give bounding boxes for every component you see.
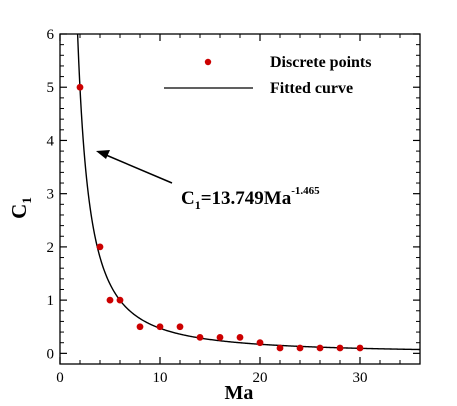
x-tick-label-3: 30 xyxy=(353,370,368,386)
legend-label-discrete: Discrete points xyxy=(270,54,371,71)
data-point-4 xyxy=(136,323,144,331)
data-point-11 xyxy=(276,344,284,352)
x-axis-title: Ma xyxy=(225,382,254,404)
y-tick-label-2: 2 xyxy=(47,240,55,256)
annotation-arrow-shaft xyxy=(105,154,173,184)
annotation-arrowhead xyxy=(96,150,110,159)
y-tick-label-0: 0 xyxy=(47,346,55,362)
data-point-9 xyxy=(236,333,244,341)
axes-layer: 0 10 20 30 0 1 2 3 4 5 6 xyxy=(47,27,421,386)
x-tick-label-1: 10 xyxy=(153,370,168,386)
data-point-10 xyxy=(256,339,264,347)
x-tick-label-0: 0 xyxy=(56,370,64,386)
data-point-7 xyxy=(196,333,204,341)
data-point-15 xyxy=(356,344,364,352)
y-axis-title: C1 xyxy=(7,197,34,219)
data-point-0 xyxy=(76,83,84,91)
data-point-6 xyxy=(176,323,184,331)
data-point-5 xyxy=(156,323,164,331)
annotation-base: C xyxy=(181,188,195,209)
legend: Discrete points Fitted curve xyxy=(164,54,371,97)
data-point-13 xyxy=(316,344,324,352)
plot-layer xyxy=(76,33,421,352)
annotation-sub: 1 xyxy=(195,198,201,212)
data-point-12 xyxy=(296,344,304,352)
data-point-14 xyxy=(336,344,344,352)
annotation-formula: C1=13.749Ma-1.465 xyxy=(181,185,320,212)
y-tick-label-6: 6 xyxy=(47,27,55,43)
data-point-8 xyxy=(216,333,224,341)
annotation: C1=13.749Ma-1.465 xyxy=(96,150,320,212)
annotation-mid: =13.749Ma xyxy=(201,188,292,209)
data-point-1 xyxy=(96,243,104,251)
y-axis-title-sub: 1 xyxy=(19,197,34,204)
legend-label-fitted: Fitted curve xyxy=(270,80,353,97)
x-tick-label-2: 20 xyxy=(253,370,268,386)
y-tick-label-3: 3 xyxy=(47,187,55,203)
y-tick-label-5: 5 xyxy=(47,80,55,96)
y-tick-label-1: 1 xyxy=(47,293,55,309)
legend-marker-discrete xyxy=(204,58,212,66)
y-tick-label-4: 4 xyxy=(47,133,55,149)
annotation-sup: -1.465 xyxy=(291,185,320,197)
y-axis-title-main: C xyxy=(7,204,31,219)
data-point-3 xyxy=(116,296,124,304)
data-point-2 xyxy=(106,296,114,304)
